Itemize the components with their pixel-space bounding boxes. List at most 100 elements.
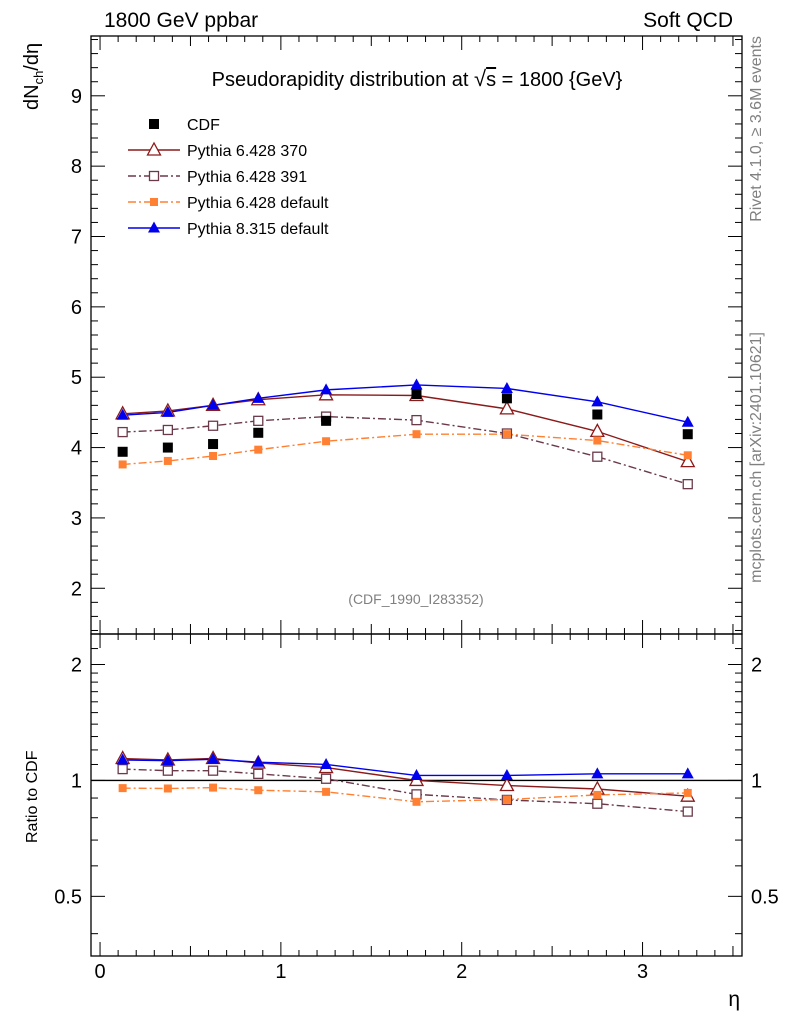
main-series-group: [115, 378, 696, 490]
ratio-y-tick-label-right: 0.5: [751, 886, 779, 908]
legend-marker: [149, 119, 159, 129]
legend-item: CDF: [149, 117, 220, 134]
data-point: [680, 453, 696, 468]
ratio-data-point: [254, 786, 263, 795]
main-y-tick-label: 8: [71, 156, 82, 178]
data-point: [592, 409, 603, 420]
ratio-series-line: [122, 768, 688, 813]
legend-label: Pythia 8.315 default: [187, 221, 329, 238]
data-point: [500, 381, 513, 393]
ratio-data-point: [252, 755, 265, 767]
legend-marker: [150, 198, 158, 206]
data-point: [682, 478, 693, 490]
data-point: [499, 400, 515, 415]
legend-item: Pythia 6.428 370: [128, 141, 307, 160]
main-y-tick-label: 4: [71, 438, 82, 460]
data-point: [501, 393, 512, 404]
rivet-version-label: Rivet 4.1.0, ≥ 3.6M events: [748, 36, 765, 222]
ratio-data-point: [320, 757, 333, 769]
data-point: [117, 426, 128, 438]
x-tick-label: 3: [637, 961, 648, 983]
data-point: [117, 446, 128, 457]
ratio-y-tick-label-left: 0.5: [54, 886, 82, 908]
legend-marker: [146, 141, 162, 156]
legend-label: Pythia 6.428 370: [187, 143, 307, 160]
ratio-data-point: [253, 768, 264, 780]
ratio-y-tick-label-left: 2: [71, 654, 82, 676]
data-point: [207, 420, 219, 431]
main-y-tick-label: 6: [71, 297, 82, 319]
ratio-data-point: [161, 754, 174, 766]
x-axis-ticks: 0 1 2 3: [94, 36, 734, 983]
data-point: [116, 408, 129, 420]
ratio-data-point: [322, 787, 331, 796]
ratio-y-tick-label-right: 2: [751, 654, 762, 676]
legend-item: Pythia 6.428 default: [128, 195, 329, 212]
ratio-series-group: [115, 750, 696, 817]
data-point: [163, 456, 172, 465]
ratio-data-point: [593, 790, 602, 799]
data-point: [593, 436, 602, 445]
data-point: [320, 383, 333, 395]
ratio-data-point: [412, 797, 421, 806]
main-y-tick-label: 3: [71, 508, 82, 530]
ratio-data-point: [117, 763, 128, 775]
data-point: [254, 445, 263, 454]
data-point: [209, 452, 218, 461]
x-tick-label: 1: [275, 961, 286, 983]
data-point: [502, 430, 511, 439]
data-point: [410, 378, 423, 390]
legend-marker: [148, 170, 160, 182]
ratio-data-point: [682, 806, 693, 817]
ratio-data-point: [683, 788, 692, 797]
ratio-series-line: [122, 757, 688, 797]
data-point: [322, 437, 331, 446]
data-point: [681, 415, 694, 427]
ratio-data-point: [163, 784, 172, 793]
data-point: [118, 460, 127, 469]
ratio-data-point: [320, 773, 332, 784]
analysis-tag: (CDF_1990_I283352): [348, 591, 483, 607]
data-point: [682, 429, 693, 440]
legend-label: Pythia 6.428 default: [187, 195, 329, 212]
series-line: [122, 433, 688, 466]
main-y-tick-label: 2: [71, 578, 82, 600]
ratio-data-point: [207, 752, 220, 764]
legend-item: Pythia 8.315 default: [128, 221, 329, 238]
data-point: [162, 424, 174, 436]
header-left: 1800 GeV ppbar: [104, 9, 258, 32]
main-y-tick-label: 7: [71, 227, 82, 249]
data-point: [161, 405, 174, 417]
data-point: [592, 451, 603, 462]
ratio-y-tick-label-left: 1: [71, 770, 82, 792]
legend-label: CDF: [187, 117, 220, 134]
legend-item: Pythia 6.428 391: [128, 169, 307, 186]
data-point: [411, 389, 422, 400]
ratio-data-point: [118, 784, 127, 793]
ratio-data-point: [209, 783, 218, 792]
y-axis-label: dNch/dη: [21, 43, 46, 110]
series-line: [122, 394, 688, 463]
data-point: [589, 423, 605, 438]
data-point: [253, 427, 264, 438]
series-line: [122, 384, 688, 423]
ratio-y-tick-label-right: 1: [751, 770, 762, 792]
header-right: Soft QCD: [643, 9, 733, 32]
ratio-data-point: [116, 753, 129, 765]
data-point: [412, 430, 421, 439]
legend-label: Pythia 6.428 391: [187, 169, 307, 186]
data-point: [591, 395, 604, 407]
ratio-plot-frame: [90, 633, 743, 957]
x-tick-label: 0: [94, 961, 105, 983]
data-point: [683, 451, 692, 460]
chart-title: Pseudorapidity distribution at √s = 1800…: [212, 66, 623, 91]
ratio-data-point: [681, 767, 694, 779]
data-point: [253, 415, 264, 426]
series-line: [122, 415, 688, 485]
ratio-data-point: [411, 789, 422, 800]
main-y-tick-label: 5: [71, 367, 82, 389]
data-point: [208, 439, 219, 450]
data-point: [411, 414, 422, 426]
x-tick-label: 2: [456, 961, 467, 983]
